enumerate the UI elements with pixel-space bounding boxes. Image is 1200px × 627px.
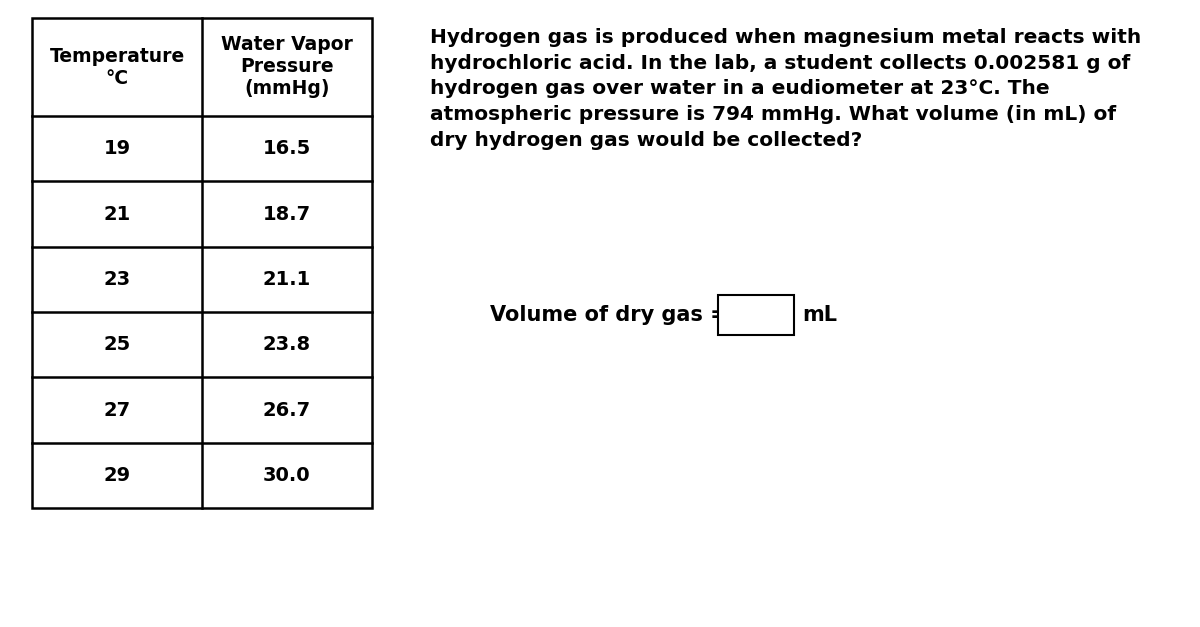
Text: mL: mL [802, 305, 838, 325]
Text: 18.7: 18.7 [263, 204, 311, 223]
Text: 19: 19 [103, 139, 131, 158]
Text: 23: 23 [103, 270, 131, 289]
Text: Volume of dry gas =: Volume of dry gas = [490, 305, 727, 325]
Text: 23.8: 23.8 [263, 335, 311, 354]
Text: 21: 21 [103, 204, 131, 223]
Text: Temperature
°C: Temperature °C [49, 46, 185, 88]
Text: Hydrogen gas is produced when magnesium metal reacts with
hydrochloric acid. In : Hydrogen gas is produced when magnesium … [430, 28, 1141, 150]
Text: 29: 29 [103, 466, 131, 485]
Bar [32, 18, 372, 508]
Text: 30.0: 30.0 [263, 466, 311, 485]
Text: 25: 25 [103, 335, 131, 354]
Text: 27: 27 [103, 401, 131, 419]
Text: Water Vapor
Pressure
(mmHg): Water Vapor Pressure (mmHg) [221, 36, 353, 98]
Text: 26.7: 26.7 [263, 401, 311, 419]
Text: 16.5: 16.5 [263, 139, 311, 158]
Text: 21.1: 21.1 [263, 270, 311, 289]
Bar [718, 295, 794, 335]
